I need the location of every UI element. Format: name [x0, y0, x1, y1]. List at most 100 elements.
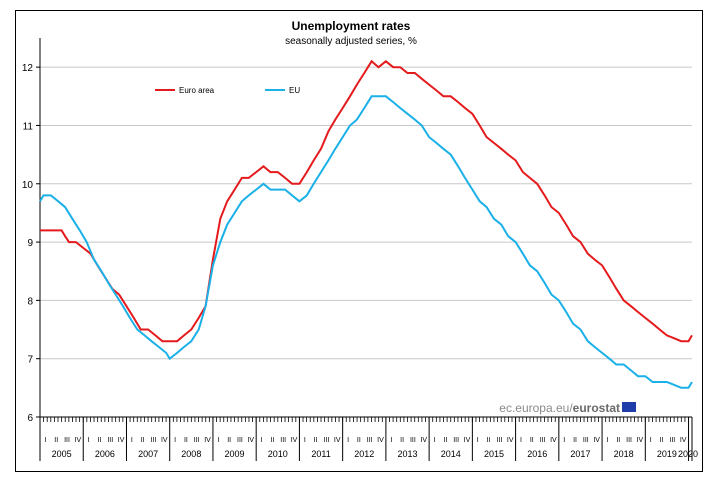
y-tick-label: 6	[27, 413, 33, 424]
legend: Euro area EU	[155, 86, 300, 95]
eurostat-watermark: ec.europa.eu/eurostat	[499, 401, 636, 415]
y-tick-label: 8	[27, 296, 33, 307]
legend-label: Euro area	[179, 86, 215, 95]
x-quarter-label: III	[410, 437, 416, 444]
x-quarter-label: III	[194, 437, 200, 444]
x-quarter-label: IV	[247, 437, 254, 444]
x-quarter-label: I	[131, 437, 133, 444]
watermark-prefix: ec.europa.eu/	[499, 401, 573, 415]
x-quarter-label: III	[540, 437, 546, 444]
x-quarter-label: I	[477, 437, 479, 444]
x-quarter-label: III	[151, 437, 157, 444]
x-quarter-label: IV	[680, 437, 687, 444]
x-quarter-label: III	[367, 437, 373, 444]
x-quarter-label: IV	[550, 437, 557, 444]
x-quarter-label: I	[261, 437, 263, 444]
x-quarter-label: I	[563, 437, 565, 444]
x-quarter-label: I	[434, 437, 436, 444]
x-quarter-label: I	[304, 437, 306, 444]
x-quarter-label: II	[530, 437, 534, 444]
x-quarter-label: II	[54, 437, 58, 444]
x-quarter-label: I	[217, 437, 219, 444]
x-quarter-label: IV	[637, 437, 644, 444]
y-tick-label: 9	[27, 238, 33, 249]
x-year-label: 2013	[397, 449, 417, 459]
x-quarter-label: II	[487, 437, 491, 444]
svg-text:ec.europa.eu/eurostat: ec.europa.eu/eurostat	[499, 401, 620, 415]
x-quarter-label: II	[314, 437, 318, 444]
x-year-label: 2008	[181, 449, 201, 459]
x-quarter-label: II	[573, 437, 577, 444]
x-quarter-label: IV	[464, 437, 471, 444]
x-year-label: 2015	[484, 449, 504, 459]
x-quarter-label: II	[357, 437, 361, 444]
x-year-label: 2009	[225, 449, 245, 459]
x-quarter-label: III	[107, 437, 113, 444]
x-quarter-label: II	[616, 437, 620, 444]
x-quarter-label: III	[583, 437, 589, 444]
x-quarter-label: III	[64, 437, 70, 444]
x-quarter-label: II	[270, 437, 274, 444]
x-quarter-label: IV	[420, 437, 427, 444]
x-year-label: 2020	[678, 449, 698, 459]
x-quarter-label: III	[324, 437, 330, 444]
y-tick-label: 10	[22, 180, 34, 191]
x-quarter-label: I	[174, 437, 176, 444]
x-quarter-label: IV	[334, 437, 341, 444]
eu-flag-icon	[622, 402, 636, 412]
x-year-label: 2010	[268, 449, 288, 459]
x-quarter-label: IV	[291, 437, 298, 444]
x-quarter-label: IV	[75, 437, 82, 444]
x-quarter-label: IV	[377, 437, 384, 444]
x-quarter-label: I	[606, 437, 608, 444]
chart-border	[15, 10, 703, 472]
x-year-label: 2017	[570, 449, 590, 459]
x-quarter-label: IV	[204, 437, 211, 444]
x-quarter-label: III	[626, 437, 632, 444]
x-quarter-label: III	[669, 437, 675, 444]
x-year-label: 2006	[95, 449, 115, 459]
x-quarter-label: I	[88, 437, 90, 444]
x-quarter-label: II	[400, 437, 404, 444]
x-quarter-label: I	[520, 437, 522, 444]
chart-title: Unemployment rates	[292, 19, 411, 33]
x-quarter-label: III	[237, 437, 243, 444]
x-quarter-label: IV	[118, 437, 125, 444]
x-quarter-label: I	[44, 437, 46, 444]
x-quarter-label: I	[390, 437, 392, 444]
x-year-label: 2016	[527, 449, 547, 459]
y-axis: 6 7 8 9 10 11 12	[22, 38, 41, 424]
x-quarter-label: I	[650, 437, 652, 444]
x-year-label: 2014	[441, 449, 461, 459]
series-line-euro-area	[40, 59, 693, 343]
x-year-label: 2018	[614, 449, 634, 459]
x-year-label: 2019	[657, 449, 677, 459]
x-quarter-label: II	[98, 437, 102, 444]
x-year-label: 2007	[138, 449, 158, 459]
series-lines	[39, 59, 693, 389]
series-line-eu	[39, 95, 693, 389]
x-quarter-label: III	[280, 437, 286, 444]
x-quarter-label: III	[453, 437, 459, 444]
x-quarter-label: II	[443, 437, 447, 444]
chart-subtitle: seasonally adjusted series, %	[285, 36, 417, 47]
x-quarter-label: III	[496, 437, 502, 444]
x-quarter-label: II	[660, 437, 664, 444]
y-tick-label: 7	[27, 355, 33, 366]
watermark-brand: eurostat	[573, 401, 620, 415]
x-quarter-label: IV	[161, 437, 168, 444]
x-year-label: 2011	[311, 449, 330, 459]
x-quarter-label: I	[347, 437, 349, 444]
x-quarter-label: II	[227, 437, 231, 444]
legend-label: EU	[289, 86, 300, 95]
x-quarter-label: IV	[593, 437, 600, 444]
y-tick-label: 11	[23, 121, 34, 132]
x-year-label: 2012	[354, 449, 374, 459]
x-quarter-label: IV	[507, 437, 514, 444]
x-quarter-label: II	[184, 437, 188, 444]
y-tick-label: 12	[22, 63, 34, 74]
x-year-label: 2005	[52, 449, 72, 459]
